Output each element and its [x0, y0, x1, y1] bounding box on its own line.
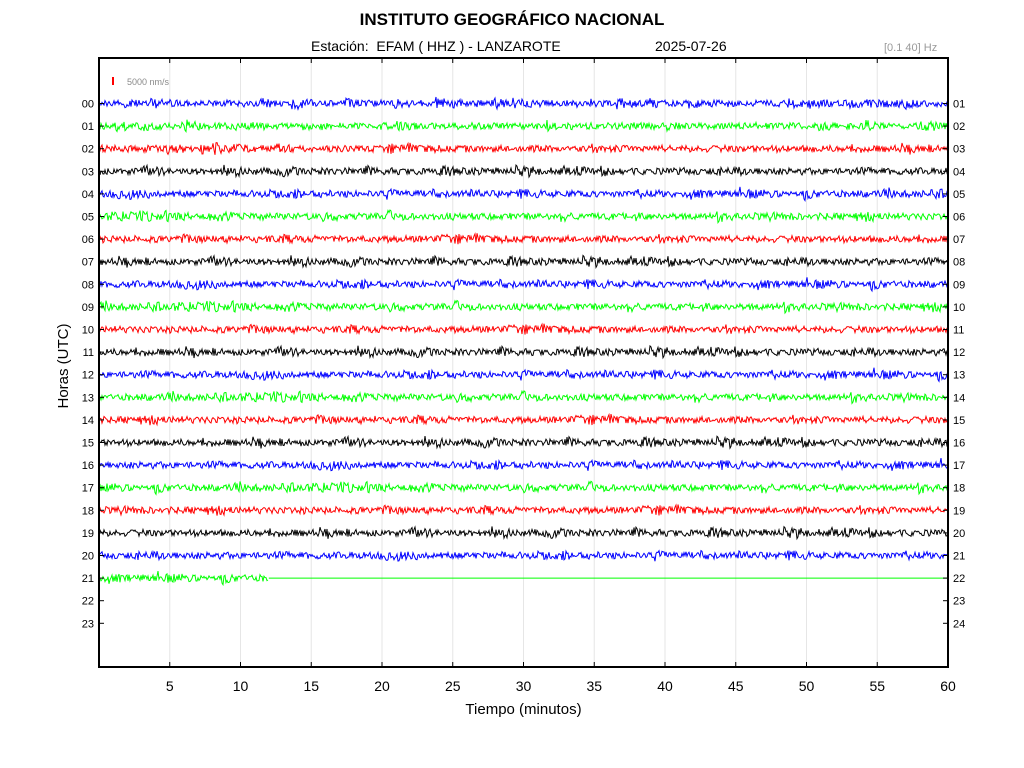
hour-label-left: 23 — [82, 618, 94, 630]
hour-label-left: 19 — [82, 528, 94, 540]
trace-hour-09 — [98, 299, 949, 315]
hour-label-left: 22 — [82, 596, 94, 608]
hour-label-left: 01 — [82, 121, 94, 133]
hour-label-right: 06 — [953, 212, 965, 224]
xtick-label: 5 — [166, 678, 174, 694]
hour-label-left: 07 — [82, 257, 94, 269]
hour-label-left: 04 — [82, 189, 94, 201]
trace-hour-17 — [98, 480, 949, 496]
trace-hour-04 — [98, 186, 949, 202]
hour-label-left: 10 — [82, 325, 94, 337]
trace-hour-21 — [98, 571, 269, 587]
hour-label-left: 08 — [82, 279, 94, 291]
date-label: 2025-07-26 — [655, 38, 727, 54]
hour-label-right: 24 — [953, 618, 965, 630]
hour-label-left: 16 — [82, 460, 94, 472]
trace-hour-20 — [98, 549, 949, 562]
xtick-label: 60 — [940, 678, 956, 694]
hour-label-right: 18 — [953, 483, 965, 495]
trace-hour-14 — [98, 412, 949, 427]
grid-lines — [169, 58, 878, 667]
seismic-traces — [98, 96, 949, 587]
hour-label-left: 11 — [83, 347, 94, 359]
trace-hour-10 — [98, 322, 949, 336]
xtick-label: 10 — [233, 678, 249, 694]
hour-label-left: 15 — [82, 438, 94, 450]
trace-hour-13 — [98, 389, 949, 405]
hour-label-right: 03 — [953, 144, 965, 156]
trace-hour-11 — [98, 344, 949, 360]
xtick-label: 30 — [516, 678, 532, 694]
hour-label-right: 21 — [953, 551, 965, 563]
hour-label-right: 10 — [953, 302, 965, 314]
hour-label-left: 02 — [82, 144, 94, 156]
hour-label-right: 04 — [953, 166, 965, 178]
hour-label-left: 13 — [82, 392, 94, 404]
xtick-label: 35 — [586, 678, 602, 694]
x-axis-label: Tiempo (minutos) — [465, 701, 581, 718]
trace-hour-07 — [98, 254, 949, 270]
hour-label-right: 08 — [953, 257, 965, 269]
hour-label-right: 01 — [953, 99, 965, 111]
filter-label: [0.1 40] Hz — [884, 42, 938, 54]
hour-label-right: 09 — [953, 279, 965, 291]
hour-label-right: 07 — [953, 234, 965, 246]
trace-hour-05 — [98, 209, 949, 224]
hour-label-left: 18 — [82, 505, 94, 517]
y-axis-label: Horas (UTC) — [55, 323, 72, 408]
trace-hour-18 — [98, 503, 949, 517]
xtick-label: 20 — [374, 678, 390, 694]
xtick-label: 45 — [728, 678, 744, 694]
hour-label-left: 12 — [82, 370, 94, 382]
scale-bar — [112, 77, 114, 85]
hour-label-left: 00 — [82, 99, 94, 111]
trace-hour-16 — [98, 458, 949, 472]
hour-label-right: 15 — [953, 415, 965, 427]
hour-label-right: 14 — [953, 392, 965, 404]
chart-title: INSTITUTO GEOGRÁFICO NACIONAL — [359, 10, 665, 29]
hour-label-right: 13 — [953, 370, 965, 382]
hour-label-right: 23 — [953, 596, 965, 608]
axis-labels: 00 01 02 03 04 05 06 07 08 09 10 11 12 13 14 15 16 17 18 19… — [55, 77, 965, 718]
trace-hour-06 — [98, 232, 949, 245]
scale-bar-label: 5000 nm/s — [127, 77, 170, 87]
hour-label-right: 12 — [953, 347, 965, 359]
plot-frame — [98, 57, 949, 668]
xtick-label: 55 — [869, 678, 885, 694]
trace-hour-01 — [98, 119, 949, 133]
trace-hour-00 — [98, 96, 949, 111]
hour-label-left: 06 — [82, 234, 94, 246]
hour-label-left: 21 — [82, 573, 94, 585]
trace-hour-03 — [98, 163, 949, 179]
trace-hour-12 — [98, 367, 949, 383]
trace-hour-19 — [98, 525, 949, 541]
trace-hour-02 — [98, 141, 949, 156]
xtick-label: 40 — [657, 678, 673, 694]
hour-label-right: 19 — [953, 505, 965, 517]
hour-label-right: 22 — [953, 573, 965, 585]
hour-label-right: 17 — [953, 460, 965, 472]
station-subtitle: Estación: EFAM ( HHZ ) - LANZAROTE — [311, 38, 561, 54]
trace-hour-08 — [98, 277, 949, 293]
hour-label-right: 16 — [953, 438, 965, 450]
xtick-label: 15 — [303, 678, 319, 694]
hour-label-left: 09 — [82, 302, 94, 314]
hour-label-right: 20 — [953, 528, 965, 540]
xtick-label: 50 — [799, 678, 815, 694]
hour-label-left: 17 — [82, 483, 94, 495]
hour-label-right: 11 — [953, 325, 964, 337]
hour-label-right: 05 — [953, 189, 965, 201]
xtick-label: 25 — [445, 678, 461, 694]
hour-label-left: 05 — [82, 212, 94, 224]
hour-label-left: 03 — [82, 166, 94, 178]
trace-hour-15 — [98, 434, 949, 450]
hour-label-left: 14 — [82, 415, 94, 427]
hour-label-right: 02 — [953, 121, 965, 133]
hour-label-left: 20 — [82, 551, 94, 563]
